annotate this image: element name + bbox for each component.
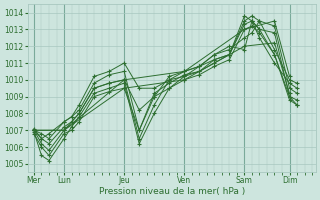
X-axis label: Pression niveau de la mer( hPa ): Pression niveau de la mer( hPa ) xyxy=(99,187,245,196)
